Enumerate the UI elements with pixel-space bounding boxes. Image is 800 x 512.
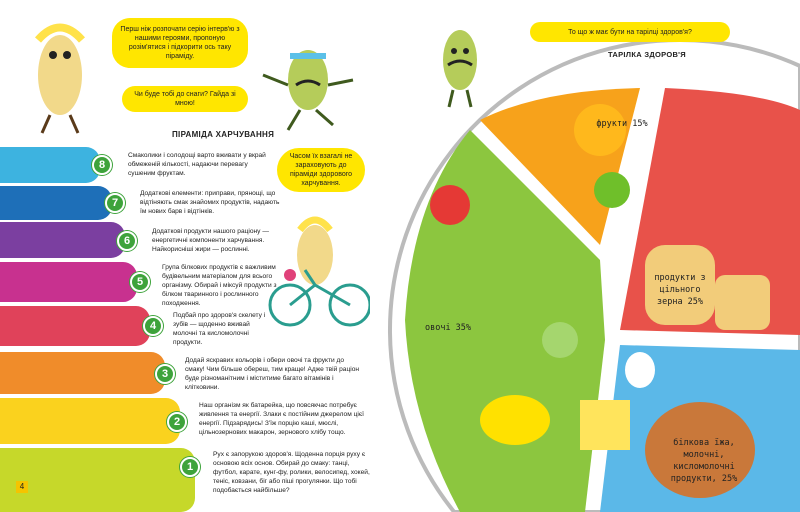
bubble-text: Перш ніж розпочати серію інтерв'ю з наши… [120, 26, 240, 60]
level-7-text: Додаткові елементи: приправи, прянощі, щ… [140, 190, 280, 215]
bicycle-character [268, 216, 370, 327]
level-number-7: 7 [105, 193, 125, 213]
note-speech-bubble: Часом їх взагалі не зараховують до пірам… [277, 148, 365, 192]
level-1-text: Рух є запорукою здоров'я. Щоденна порція… [213, 451, 370, 494]
chicken-leg [645, 402, 755, 498]
level-number-8: 8 [92, 155, 112, 175]
pyramid-level-6 [0, 222, 125, 258]
cheese [580, 400, 630, 450]
egg [625, 352, 655, 388]
level-number-6: 6 [117, 231, 137, 251]
bread [715, 275, 770, 330]
cucumber-character [262, 50, 354, 131]
pyramid-level-8 [0, 147, 100, 183]
kiwi [594, 172, 630, 208]
pyramid-level-3 [0, 352, 165, 394]
pyramid-title: ПІРАМІДА ХАРЧУВАННЯ [172, 130, 275, 139]
level-number-4: 4 [143, 316, 163, 336]
level-4-text: Подбай про здоров'я скелету і зубів — що… [173, 312, 266, 346]
plate-title: ТАРІЛКА ЗДОРОВ'Я [608, 50, 686, 59]
pepper [480, 395, 550, 445]
pyramid-level-5 [0, 262, 137, 302]
bubble-text: То що ж має бути на тарілці здоров'я? [568, 28, 692, 36]
grains-label: продукти з цільного зерна 25% [654, 273, 706, 307]
cucumber-mustache-character [443, 30, 477, 108]
level-6-text: Додаткові продукти нашого раціону — енер… [152, 228, 269, 253]
level-2-text: Наш організм як батарейка, що повсякчас … [199, 402, 365, 436]
level-number-1: 1 [180, 457, 200, 477]
page-number: 4 [16, 481, 28, 493]
tomato [430, 185, 470, 225]
level-5-text: Група білкових продуктів є важливим буді… [162, 264, 277, 307]
level-number-5: 5 [130, 272, 150, 292]
bubble-text: Часом їх взагалі не зараховують до пірам… [289, 153, 353, 187]
pyramid-level-7 [0, 186, 112, 220]
question-speech-bubble: Чи буде тобі до снаги? Гайда зі мною! [122, 86, 248, 112]
health-plate [387, 38, 800, 512]
level-8-text: Смаколики і солодощі варто вживати у вкр… [128, 152, 266, 177]
vegetables-label: овочі 35% [424, 323, 472, 333]
pyramid-level-4 [0, 306, 150, 346]
level-3-text: Додай яскравих кольорів і обери овочі та… [185, 357, 360, 391]
level-number-2: 2 [167, 412, 187, 432]
cucumber-slice [542, 322, 578, 358]
level-number-3: 3 [155, 364, 175, 384]
intro-speech-bubble: Перш ніж розпочати серію інтерв'ю з наши… [112, 18, 248, 68]
bubble-text: Чи буде тобі до снаги? Гайда зі мною! [134, 91, 236, 107]
protein-label: білкова їжа, молочні, кисломолочні проду… [670, 438, 738, 484]
vegetables-section [405, 130, 605, 512]
potato-character [34, 23, 86, 134]
plate-question-bubble: То що ж має бути на тарілці здоров'я? [530, 22, 730, 42]
pyramid-level-2 [0, 398, 180, 444]
orange-slice [574, 104, 626, 156]
pyramid-level-1 [0, 448, 195, 512]
fruits-label: фрукти 15% [596, 119, 648, 129]
bread [645, 245, 715, 325]
